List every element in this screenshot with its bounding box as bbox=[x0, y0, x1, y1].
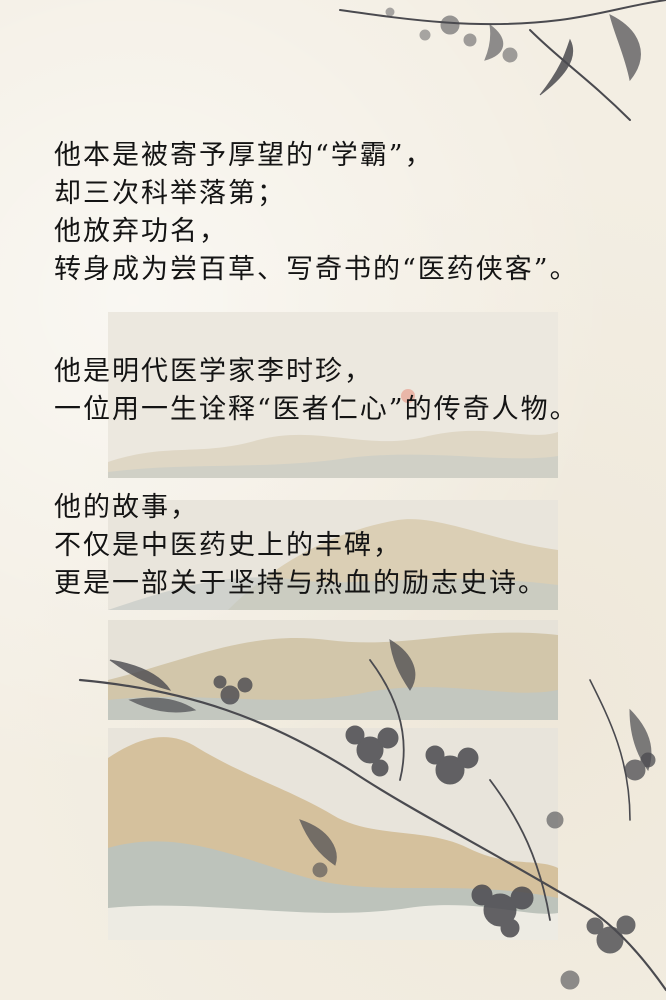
landscape-panel-2 bbox=[108, 500, 558, 610]
poem-line: 一位用一生诠释“医者仁心”的传奇人物。 bbox=[54, 394, 579, 425]
poem-line: 他本是被寄予厚望的“学霸”， bbox=[54, 140, 434, 171]
poem-line: 他是明代医学家李时珍， bbox=[54, 356, 373, 387]
poem-stanza-2: 他是明代医学家李时珍， 一位用一生诠释“医者仁心”的传奇人物。 bbox=[54, 353, 646, 429]
poem-line: 更是一部关于坚持与热血的励志史诗。 bbox=[54, 568, 547, 599]
landscape-panel-1 bbox=[108, 312, 558, 478]
landscape-panel-3 bbox=[108, 620, 558, 720]
poem-line: 转身成为尝百草、写奇书的“医药侠客”。 bbox=[54, 254, 579, 285]
poem-line: 他的故事， bbox=[54, 492, 199, 523]
landscape-panel-4 bbox=[108, 728, 558, 940]
poem-stanza-1: 他本是被寄予厚望的“学霸”， 却三次科举落第； 他放弃功名， 转身成为尝百草、写… bbox=[54, 137, 646, 289]
sun-dot bbox=[401, 389, 415, 403]
poem-line: 不仅是中医药史上的丰碑， bbox=[54, 530, 402, 561]
poem-line: 他放弃功名， bbox=[54, 216, 228, 247]
poem-line: 却三次科举落第； bbox=[54, 178, 286, 209]
poem-stanza-3: 他的故事， 不仅是中医药史上的丰碑， 更是一部关于坚持与热血的励志史诗。 bbox=[54, 489, 646, 603]
